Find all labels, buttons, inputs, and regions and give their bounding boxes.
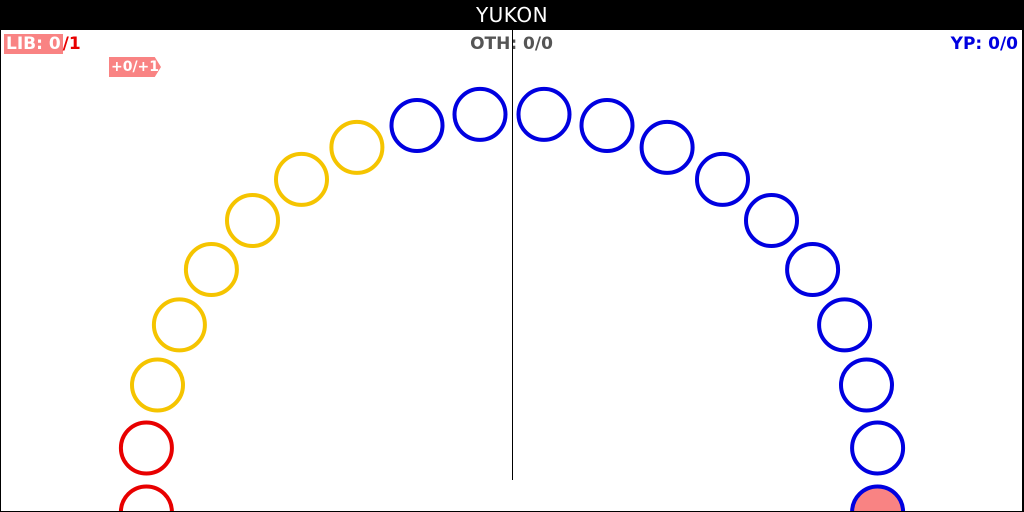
seat-ndp-6 (227, 195, 278, 246)
seat-ndp-7 (276, 154, 327, 205)
seat-yp-18 (841, 360, 892, 411)
seat-ndp-4 (154, 299, 205, 350)
seat-yp-19 (852, 423, 903, 474)
seat-yp-10 (455, 89, 506, 140)
seat-ndp-5 (186, 244, 237, 295)
seat-yp-15 (746, 195, 797, 246)
seat-lib-20 (852, 487, 903, 512)
seat-ndp-8 (331, 122, 382, 173)
seat-lib-1 (121, 487, 172, 512)
seat-ndp-3 (132, 360, 183, 411)
seat-yp-12 (582, 100, 633, 151)
riding-title: YUKON (0, 0, 1024, 30)
seat-lib-2 (121, 423, 172, 474)
seat-yp-9 (392, 100, 443, 151)
seat-yp-13 (642, 122, 693, 173)
seat-panel: LIB: 0/1 OTH: 0/0 YP: 0/0 +0/+1 (1, 30, 1022, 511)
seat-yp-11 (519, 89, 570, 140)
seat-yp-14 (697, 154, 748, 205)
seat-arc (1, 30, 1022, 511)
seat-yp-16 (787, 244, 838, 295)
seat-yp-17 (819, 299, 870, 350)
